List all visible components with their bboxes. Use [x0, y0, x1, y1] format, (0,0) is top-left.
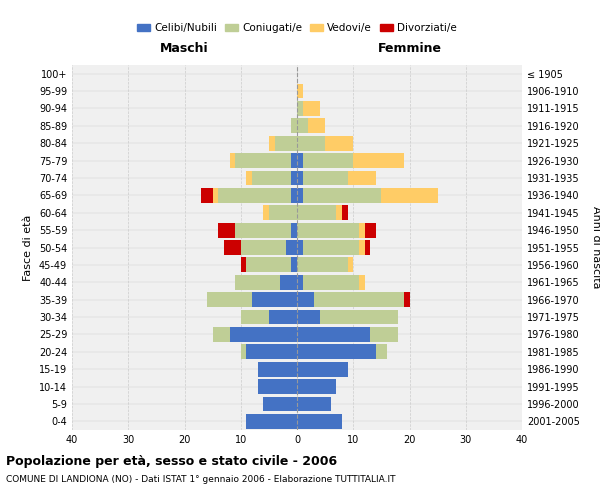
- Bar: [241, 258, 247, 272]
- Text: COMUNE DI LANDIONA (NO) - Dati ISTAT 1° gennaio 2006 - Elaborazione TUTTITALIA.I: COMUNE DI LANDIONA (NO) - Dati ISTAT 1° …: [6, 475, 395, 484]
- Bar: [297, 275, 302, 289]
- Bar: [292, 258, 297, 272]
- Bar: [297, 206, 337, 220]
- Bar: [302, 153, 353, 168]
- Bar: [297, 240, 302, 255]
- Bar: [382, 188, 437, 202]
- Bar: [241, 310, 269, 324]
- Text: Femmine: Femmine: [377, 42, 442, 54]
- Bar: [302, 240, 359, 255]
- Bar: [297, 188, 302, 202]
- Bar: [247, 170, 252, 186]
- Bar: [302, 170, 347, 186]
- Bar: [241, 344, 247, 359]
- Bar: [297, 222, 359, 238]
- Bar: [297, 327, 370, 342]
- Bar: [269, 206, 297, 220]
- Bar: [359, 240, 365, 255]
- Bar: [247, 414, 297, 428]
- Bar: [297, 396, 331, 411]
- Bar: [263, 206, 269, 220]
- Bar: [297, 136, 325, 150]
- Bar: [224, 240, 241, 255]
- Bar: [314, 292, 404, 307]
- Bar: [229, 153, 235, 168]
- Bar: [376, 344, 387, 359]
- Bar: [218, 188, 292, 202]
- Bar: [212, 188, 218, 202]
- Bar: [297, 310, 320, 324]
- Bar: [286, 240, 297, 255]
- Bar: [297, 153, 302, 168]
- Bar: [212, 327, 229, 342]
- Bar: [308, 118, 325, 133]
- Bar: [247, 344, 297, 359]
- Bar: [235, 153, 292, 168]
- Text: Popolazione per età, sesso e stato civile - 2006: Popolazione per età, sesso e stato civil…: [6, 455, 337, 468]
- Bar: [297, 414, 342, 428]
- Bar: [297, 170, 302, 186]
- Y-axis label: Fasce di età: Fasce di età: [23, 214, 33, 280]
- Bar: [263, 396, 297, 411]
- Bar: [229, 327, 297, 342]
- Bar: [269, 136, 275, 150]
- Bar: [365, 240, 370, 255]
- Y-axis label: Anni di nascita: Anni di nascita: [590, 206, 600, 289]
- Text: Maschi: Maschi: [160, 42, 209, 54]
- Bar: [297, 379, 337, 394]
- Bar: [202, 188, 212, 202]
- Bar: [359, 275, 365, 289]
- Bar: [292, 222, 297, 238]
- Bar: [353, 153, 404, 168]
- Bar: [235, 275, 280, 289]
- Bar: [359, 222, 365, 238]
- Bar: [337, 206, 342, 220]
- Bar: [252, 292, 297, 307]
- Bar: [207, 292, 252, 307]
- Bar: [365, 222, 376, 238]
- Bar: [235, 222, 292, 238]
- Bar: [302, 101, 320, 116]
- Bar: [297, 344, 376, 359]
- Bar: [297, 84, 302, 98]
- Bar: [297, 118, 308, 133]
- Bar: [297, 101, 302, 116]
- Legend: Celibi/Nubili, Coniugati/e, Vedovi/e, Divorziati/e: Celibi/Nubili, Coniugati/e, Vedovi/e, Di…: [133, 19, 461, 38]
- Bar: [269, 310, 297, 324]
- Bar: [218, 222, 235, 238]
- Bar: [297, 292, 314, 307]
- Bar: [320, 310, 398, 324]
- Bar: [347, 258, 353, 272]
- Bar: [302, 188, 382, 202]
- Bar: [292, 153, 297, 168]
- Bar: [342, 206, 347, 220]
- Bar: [404, 292, 409, 307]
- Bar: [275, 136, 297, 150]
- Bar: [292, 188, 297, 202]
- Bar: [325, 136, 353, 150]
- Bar: [292, 170, 297, 186]
- Bar: [297, 258, 347, 272]
- Bar: [302, 275, 359, 289]
- Bar: [241, 240, 286, 255]
- Bar: [252, 170, 292, 186]
- Bar: [257, 379, 297, 394]
- Bar: [370, 327, 398, 342]
- Bar: [292, 118, 297, 133]
- Bar: [257, 362, 297, 376]
- Bar: [347, 170, 376, 186]
- Bar: [280, 275, 297, 289]
- Bar: [297, 362, 347, 376]
- Bar: [247, 258, 292, 272]
